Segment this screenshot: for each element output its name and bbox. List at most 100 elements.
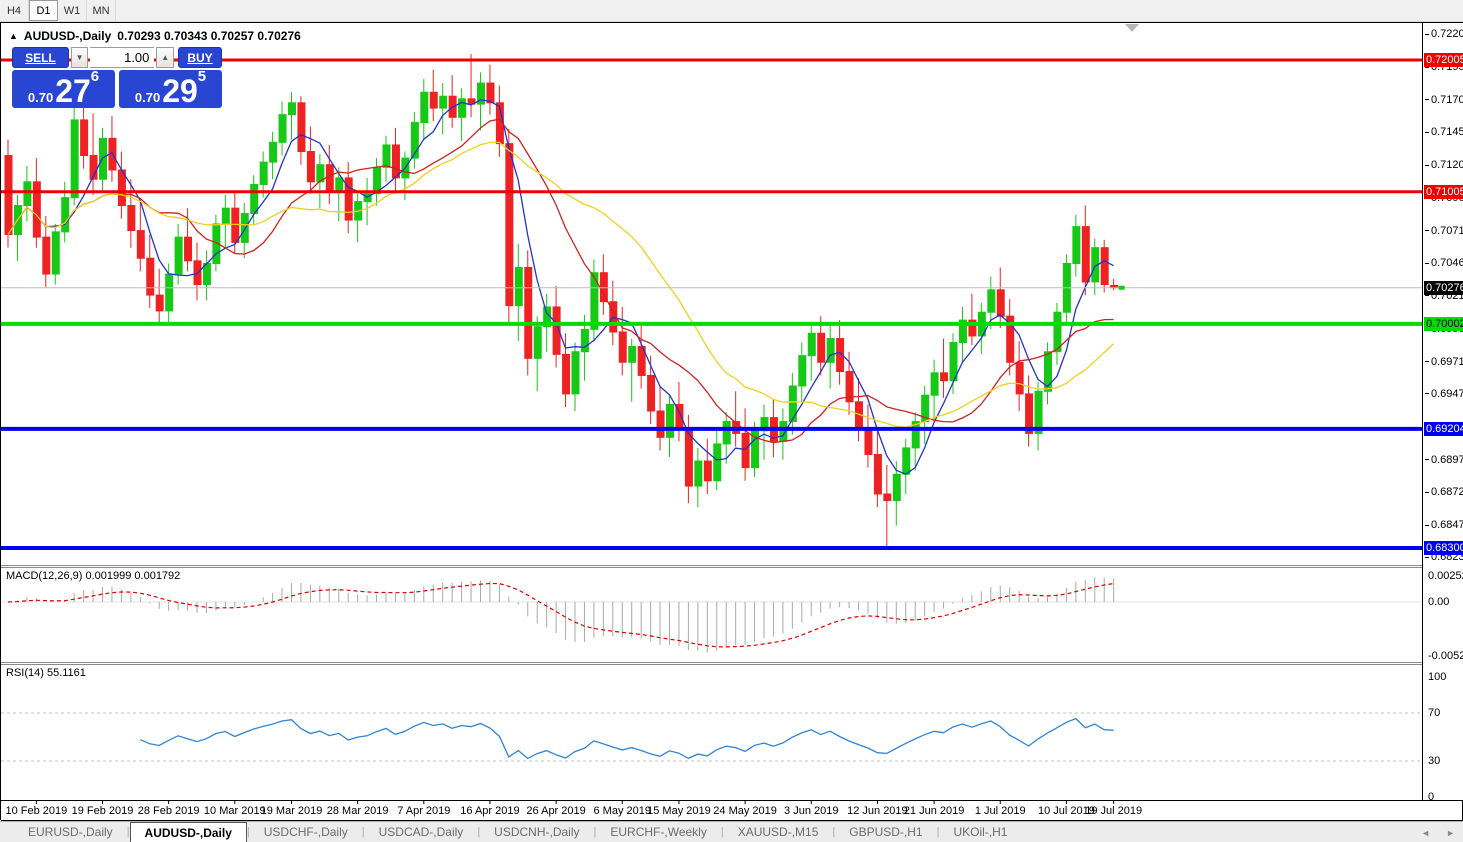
tab-scroll-controls: ◄ ►	[1421, 822, 1455, 842]
price-axis[interactable]: 0.722000.719500.717050.714550.712050.709…	[1422, 23, 1463, 800]
spinner-down-icon: ▼	[75, 53, 84, 62]
rsi-axis-label: 70	[1428, 707, 1441, 719]
rsi-axis-label: 100	[1428, 671, 1447, 683]
date-axis-label: 26 Apr 2019	[526, 805, 586, 817]
spinner-up-icon: ▲	[161, 53, 170, 62]
price-chart-canvas[interactable]	[1, 23, 1422, 821]
price-level-badge: 0.72005	[1424, 53, 1463, 67]
macd-axis-label: 0.00	[1428, 596, 1450, 608]
macd-axis-label: 0.002522	[1428, 570, 1463, 582]
date-axis-label: 10 Feb 2019	[5, 805, 68, 817]
price-axis-tick: 0.68725	[1423, 486, 1463, 499]
symbol-tab-eurusd-daily[interactable]: EURUSD-,Daily	[28, 825, 113, 839]
volume-input[interactable]	[90, 47, 155, 68]
tab-separator: |	[477, 826, 481, 838]
date-axis-label: 24 May 2019	[713, 805, 777, 817]
chart-region: ▲ AUDUSD-,Daily 0.70293 0.70343 0.70257 …	[0, 22, 1463, 821]
volume-increase-button[interactable]: ▲	[156, 47, 174, 68]
ohlc-values: 0.70293 0.70343 0.70257 0.70276	[117, 29, 301, 43]
symbol-tab-eurchf-weekly[interactable]: EURCHF-,Weekly	[610, 825, 707, 839]
date-axis-label: 3 Jun 2019	[784, 805, 839, 817]
tab-separator: |	[361, 826, 365, 838]
buy-price-big-digits: 29	[162, 73, 198, 109]
sell-price-box[interactable]: 0.70 27 6	[12, 68, 115, 109]
date-axis-label: 10 Jul 2019	[1037, 805, 1095, 817]
buy-price-prefix: 0.70	[134, 90, 161, 105]
one-click-trade-panel: SELL ▼ ▲ BUY 0.70 27 6	[12, 47, 223, 109]
symbol-tab-usdcnh-daily[interactable]: USDCNH-,Daily	[494, 825, 580, 839]
symbol-tab-xauusd-m15[interactable]: XAUUSD-,M15	[737, 825, 819, 839]
tab-scroll-right-icon[interactable]: ►	[1446, 827, 1455, 838]
date-axis-label: 6 May 2019	[593, 805, 651, 817]
pane-splitter-rsi[interactable]	[1, 662, 1463, 665]
date-axis-label: 16 Apr 2019	[460, 805, 520, 817]
sell-button-label: SELL	[25, 50, 56, 65]
macd-indicator-label: MACD(12,26,9) 0.001999 0.001792	[6, 570, 181, 582]
chart-autoscroll-indicator-icon[interactable]	[1125, 24, 1139, 32]
price-level-badge: 0.71005	[1424, 184, 1463, 199]
date-axis-label: 19 Mar 2019	[260, 805, 323, 817]
buy-price-box[interactable]: 0.70 29 5	[119, 68, 222, 109]
date-axis-label: 7 Apr 2019	[397, 805, 451, 817]
tab-separator: |	[246, 826, 250, 838]
timeframe-toolbar: H4 D1 W1 MN	[0, 0, 1463, 22]
symbol-period-label: AUDUSD-,Daily	[23, 29, 112, 43]
date-axis-label: 19 Jul 2019	[1085, 805, 1143, 817]
price-axis-tick: 0.71705	[1423, 94, 1463, 107]
buy-button-label: BUY	[187, 50, 213, 65]
buy-price-pip-digit: 5	[197, 68, 207, 85]
sell-price-pip-digit: 6	[90, 68, 100, 85]
price-level-badge: 0.70276	[1424, 280, 1463, 295]
date-axis-label: 15 May 2019	[647, 805, 711, 817]
price-axis-tick: 0.68475	[1423, 519, 1463, 532]
pane-splitter-macd[interactable]	[1, 565, 1463, 568]
sell-price-prefix: 0.70	[27, 90, 54, 105]
sell-price-big-digits: 27	[55, 73, 91, 109]
symbol-tab-gbpusd-h1[interactable]: GBPUSD-,H1	[849, 825, 923, 839]
date-axis-label: 10 Mar 2019	[203, 805, 266, 817]
rsi-indicator-label: RSI(14) 55.1161	[6, 667, 86, 679]
date-axis-label: 1 Jul 2019	[974, 805, 1026, 817]
price-axis-tick: 0.69715	[1423, 356, 1463, 369]
volume-decrease-button[interactable]: ▼	[70, 47, 89, 68]
tab-separator: |	[720, 826, 724, 838]
chart-bottom-border	[1, 820, 1463, 821]
timeframe-button-mn[interactable]: MN	[87, 0, 116, 21]
price-level-badge: 0.70002	[1424, 316, 1463, 331]
symbol-tab-bar: EURUSD-,Daily | AUDUSD-,Daily | USDCHF-,Dail…	[0, 821, 1463, 842]
timeframe-button-w1[interactable]: W1	[58, 0, 87, 21]
tab-separator: |	[832, 826, 836, 838]
rsi-axis-label: 30	[1428, 755, 1441, 767]
price-axis-tick: 0.71205	[1423, 159, 1463, 172]
tab-separator: |	[593, 826, 597, 838]
sell-button[interactable]: SELL	[12, 47, 69, 68]
rsi-axis-label: 0	[1428, 791, 1435, 803]
symbol-tab-usdcad-daily[interactable]: USDCAD-,Daily	[378, 825, 464, 839]
last-close-marker	[1118, 285, 1125, 290]
buy-button[interactable]: BUY	[177, 47, 223, 68]
timeframe-button-h4[interactable]: H4	[0, 0, 29, 21]
tab-separator: |	[126, 826, 130, 838]
chart-title: ▲ AUDUSD-,Daily 0.70293 0.70343 0.70257 …	[9, 29, 301, 43]
collapse-triangle-icon[interactable]: ▲	[9, 31, 18, 41]
date-axis-label: 28 Mar 2019	[326, 805, 389, 817]
price-axis-tick: 0.71455	[1423, 126, 1463, 139]
price-level-badge: 0.68300	[1424, 540, 1463, 555]
date-axis-label: 12 Jun 2019	[847, 805, 908, 817]
date-axis-label: 19 Feb 2019	[71, 805, 134, 817]
tab-scroll-left-icon[interactable]: ◄	[1421, 827, 1431, 838]
symbol-tab-ukoil-h1[interactable]: UKOil-,H1	[953, 825, 1008, 839]
price-level-badge: 0.69204	[1424, 421, 1463, 436]
timeframe-button-d1[interactable]: D1	[29, 0, 58, 21]
date-axis-label: 21 Jun 2019	[903, 805, 965, 817]
tab-separator: |	[936, 826, 940, 838]
symbol-tab-audusd-daily[interactable]: AUDUSD-,Daily	[129, 822, 247, 842]
date-axis-label: 28 Feb 2019	[137, 805, 200, 817]
symbol-tab-usdchf-daily[interactable]: USDCHF-,Daily	[263, 825, 348, 839]
